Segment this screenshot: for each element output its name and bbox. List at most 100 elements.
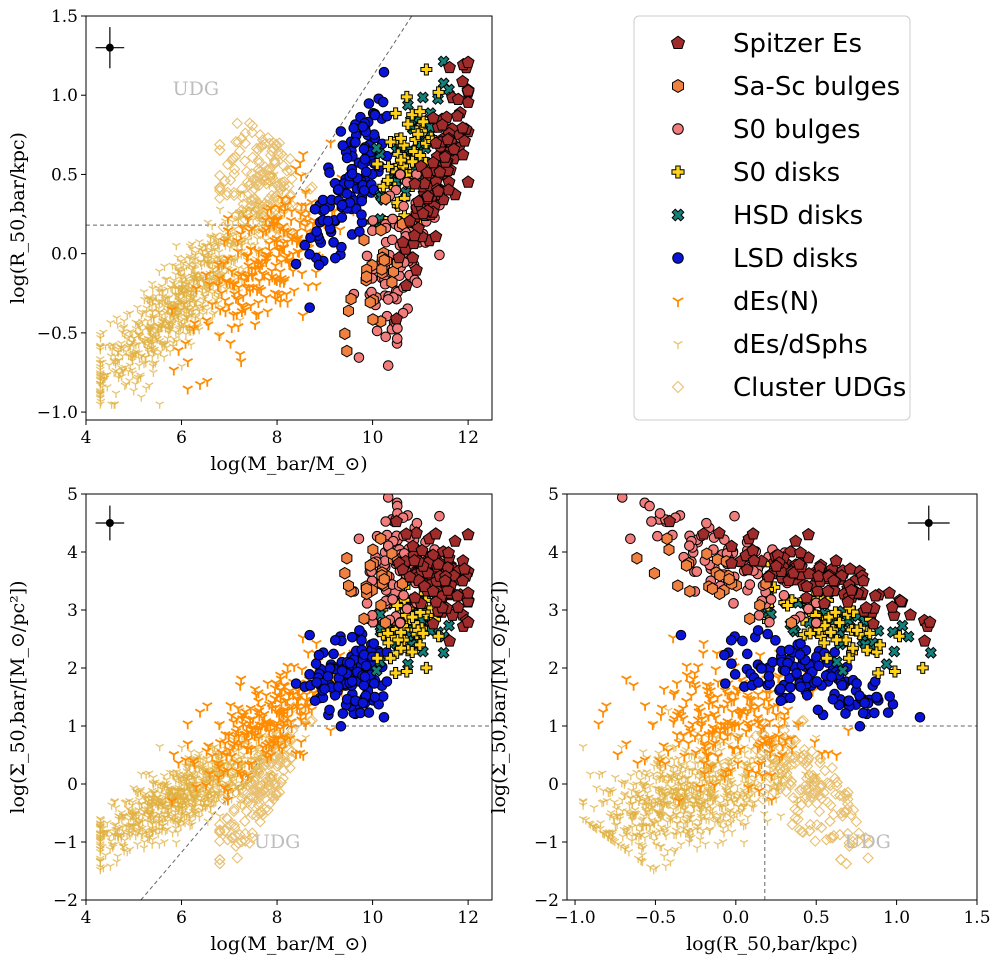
data-point-des-n <box>278 681 290 691</box>
data-point-lsd-disks <box>336 199 348 211</box>
data-point-cluster-udgs <box>269 190 281 203</box>
data-point-des-dsphs <box>211 799 221 807</box>
data-point-lsd-disks <box>752 625 764 636</box>
data-point-des-dsphs <box>148 363 158 371</box>
data-point-cluster-udgs <box>231 852 244 864</box>
data-point-des-dsphs <box>102 820 112 828</box>
data-point-des-dsphs <box>630 812 640 821</box>
data-point-cluster-udgs <box>829 772 841 785</box>
data-point-spitzer-es <box>441 132 455 146</box>
data-point-des-dsphs <box>118 325 128 333</box>
data-point-des-dsphs <box>638 852 647 860</box>
data-point-des-n <box>701 751 712 761</box>
data-point-des-dsphs <box>173 800 183 809</box>
data-point-des-dsphs <box>112 315 122 323</box>
data-point-des-dsphs <box>215 206 225 215</box>
data-point-des-dsphs <box>189 293 199 301</box>
data-point-des-dsphs <box>647 830 656 838</box>
data-point-cluster-udgs <box>252 154 265 166</box>
data-point-des-dsphs <box>671 831 681 840</box>
data-point-lsd-disks <box>356 635 367 646</box>
data-point-des-dsphs <box>148 820 157 828</box>
data-point-cluster-udgs <box>277 159 290 172</box>
data-point-des-dsphs <box>627 824 637 832</box>
data-point-s0-disks <box>382 636 395 649</box>
data-point-sa-sc-bulges <box>358 233 370 247</box>
data-point-des-dsphs <box>177 273 187 282</box>
data-point-des-dsphs <box>233 255 242 263</box>
data-point-des-dsphs <box>140 340 150 348</box>
data-point-s0-disks <box>417 115 430 128</box>
data-point-des-n <box>214 332 225 342</box>
data-point-s0-bulges <box>392 323 403 334</box>
data-point-des-n <box>689 733 701 743</box>
data-point-sa-sc-bulges <box>754 598 766 612</box>
data-point-des-n <box>695 783 706 793</box>
data-point-des-dsphs <box>740 750 750 758</box>
data-point-sa-sc-bulges <box>378 253 390 267</box>
data-point-des-dsphs <box>659 853 669 861</box>
legend-marker-cluster-udgs <box>671 380 685 394</box>
x-tick-label: 12 <box>457 908 479 928</box>
data-point-lsd-disks <box>753 677 764 688</box>
data-point-des-dsphs <box>596 820 605 828</box>
data-point-spitzer-es <box>461 527 475 541</box>
data-point-cluster-udgs <box>286 724 299 737</box>
data-point-lsd-disks <box>311 226 322 237</box>
y-tick-label: 0.0 <box>51 245 78 265</box>
data-point-spitzer-es <box>438 150 452 163</box>
data-point-des-n <box>760 737 772 747</box>
data-point-des-n <box>237 301 248 311</box>
data-point-spitzer-es <box>409 526 423 539</box>
data-point-cluster-udgs <box>245 195 258 207</box>
data-point-des-n <box>809 738 820 748</box>
data-point-des-dsphs <box>686 814 696 822</box>
data-point-des-dsphs <box>260 177 270 186</box>
data-point-s0-disks <box>401 118 414 131</box>
data-point-cluster-udgs <box>221 158 234 171</box>
data-point-des-dsphs <box>239 795 249 804</box>
data-point-des-dsphs <box>203 260 213 269</box>
data-point-des-dsphs <box>183 773 192 782</box>
data-point-des-dsphs <box>178 300 188 309</box>
data-point-lsd-disks <box>363 98 375 109</box>
data-point-spitzer-es <box>456 121 470 134</box>
data-point-des-n <box>214 763 225 773</box>
data-point-cluster-udgs <box>862 837 874 849</box>
data-point-des-dsphs <box>208 266 217 275</box>
data-point-des-dsphs <box>117 816 127 824</box>
data-point-cluster-udgs <box>213 824 226 836</box>
data-point-des-dsphs <box>607 836 616 844</box>
data-point-spitzer-es <box>451 92 465 105</box>
data-point-spitzer-es <box>792 557 806 570</box>
data-point-des-dsphs <box>636 857 646 866</box>
data-point-des-n <box>681 662 692 672</box>
data-point-des-dsphs <box>191 249 200 258</box>
data-point-cluster-udgs <box>837 790 849 803</box>
data-point-des-dsphs <box>645 794 654 802</box>
data-point-lsd-disks <box>378 711 390 723</box>
data-point-des-dsphs <box>147 280 157 289</box>
data-point-des-dsphs <box>178 818 188 826</box>
data-point-s0-disks <box>406 155 419 168</box>
data-point-cluster-udgs <box>831 776 843 789</box>
udg-annotation: UDG <box>844 831 890 853</box>
data-point-lsd-disks <box>359 153 371 165</box>
data-point-spitzer-es <box>841 595 855 608</box>
data-point-des-n <box>758 723 769 733</box>
data-point-des-dsphs <box>654 808 664 817</box>
data-point-cluster-udgs <box>794 784 806 796</box>
data-point-s0-bulges <box>728 598 739 609</box>
data-point-cluster-udgs <box>233 828 246 841</box>
data-point-lsd-disks <box>336 241 347 253</box>
data-point-cluster-udgs <box>239 815 251 828</box>
data-point-des-dsphs <box>759 810 769 819</box>
data-point-cluster-udgs <box>821 777 834 789</box>
data-point-des-dsphs <box>188 257 198 265</box>
data-point-des-dsphs <box>254 753 264 761</box>
data-point-des-n <box>726 719 737 729</box>
x-tick-label: 0.5 <box>803 908 830 928</box>
data-point-lsd-disks <box>336 665 348 677</box>
data-point-des-dsphs <box>612 805 621 814</box>
data-point-spitzer-es <box>712 526 726 539</box>
